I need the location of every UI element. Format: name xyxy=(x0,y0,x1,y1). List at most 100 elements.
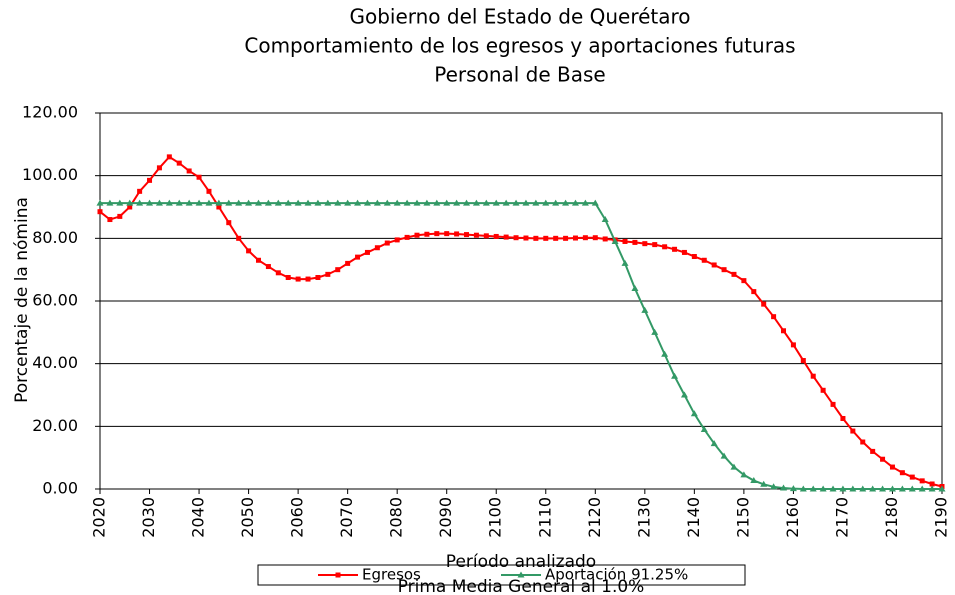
data-point xyxy=(136,199,144,206)
data-point xyxy=(710,440,718,447)
data-point xyxy=(691,254,697,260)
y-tick-label: 20.00 xyxy=(32,416,78,435)
data-point xyxy=(106,199,114,206)
data-point xyxy=(760,480,768,487)
data-point xyxy=(186,168,192,174)
data-point xyxy=(324,199,332,206)
x-tick-label: 2130 xyxy=(634,497,653,538)
data-point xyxy=(641,306,649,313)
data-point xyxy=(147,177,153,183)
data-point xyxy=(869,485,877,492)
data-point xyxy=(345,260,351,266)
data-point xyxy=(225,199,233,206)
data-point xyxy=(512,199,520,206)
data-point xyxy=(314,199,322,206)
x-tick-label: 2170 xyxy=(832,497,851,538)
data-point xyxy=(404,234,410,240)
data-point xyxy=(849,485,857,492)
data-point xyxy=(166,154,172,160)
data-point xyxy=(720,452,728,459)
data-point xyxy=(453,199,461,206)
data-point xyxy=(602,236,608,242)
data-point xyxy=(761,301,767,307)
data-point xyxy=(622,238,628,244)
data-point xyxy=(384,240,390,246)
data-point xyxy=(533,235,539,241)
data-point xyxy=(700,425,708,432)
data-point xyxy=(513,235,519,241)
data-point xyxy=(591,199,599,206)
data-point xyxy=(672,246,678,252)
data-point xyxy=(800,358,806,364)
data-point xyxy=(127,204,133,210)
y-axis-label: Porcentaje de la nómina xyxy=(12,197,32,403)
data-point xyxy=(840,416,846,421)
data-point xyxy=(206,188,212,194)
data-point xyxy=(631,284,639,291)
data-point xyxy=(483,233,489,239)
data-point xyxy=(433,199,441,206)
data-point xyxy=(226,220,232,226)
data-point xyxy=(413,199,421,206)
data-point xyxy=(305,276,311,282)
data-point xyxy=(195,199,203,206)
data-point xyxy=(552,199,560,206)
data-point xyxy=(502,199,510,206)
data-point xyxy=(246,248,252,254)
x-tick-label: 2080 xyxy=(387,497,406,538)
data-point xyxy=(839,485,847,492)
data-point xyxy=(601,216,609,223)
data-point xyxy=(473,232,479,238)
series-line xyxy=(99,155,943,488)
x-tick-label: 2190 xyxy=(932,497,951,538)
data-point xyxy=(571,199,579,206)
data-point xyxy=(393,199,401,206)
data-point xyxy=(721,267,727,273)
data-point xyxy=(176,160,182,166)
data-point xyxy=(690,410,698,417)
data-point xyxy=(335,267,341,273)
data-point xyxy=(424,231,430,237)
data-point xyxy=(532,199,540,206)
data-point xyxy=(928,485,936,492)
data-point xyxy=(472,199,480,206)
chart-subtitle: Personal de Base xyxy=(434,63,605,87)
data-point xyxy=(463,199,471,206)
data-point xyxy=(285,275,291,280)
data-point xyxy=(819,485,827,492)
x-tick-label: 2060 xyxy=(288,497,307,538)
data-point xyxy=(464,232,470,238)
data-point xyxy=(355,254,361,260)
data-point xyxy=(236,235,242,241)
data-point xyxy=(929,481,935,487)
data-point xyxy=(562,199,570,206)
data-point xyxy=(235,199,243,206)
data-point xyxy=(275,270,281,276)
data-point xyxy=(374,245,380,251)
data-point xyxy=(908,485,916,492)
data-point xyxy=(859,485,867,492)
chart-title: Gobierno del Estado de Querétaro xyxy=(349,5,690,29)
data-point xyxy=(137,188,143,194)
data-point xyxy=(830,401,836,407)
data-point xyxy=(611,237,619,244)
y-tick-label: 60.00 xyxy=(32,291,78,310)
data-point xyxy=(443,199,451,206)
x-tick-label: 2020 xyxy=(90,497,109,538)
y-tick-label: 40.00 xyxy=(32,353,78,372)
data-point xyxy=(274,199,282,206)
data-point xyxy=(730,463,738,470)
data-point xyxy=(662,244,668,250)
data-point xyxy=(434,231,440,237)
data-point xyxy=(503,234,509,240)
data-point xyxy=(642,241,648,247)
legend-box xyxy=(257,564,746,586)
x-tick-label: 2090 xyxy=(436,497,455,538)
data-point xyxy=(482,199,490,206)
x-axis-label: Período analizado xyxy=(446,552,596,572)
data-point xyxy=(284,199,292,206)
data-point xyxy=(493,233,499,239)
data-point xyxy=(215,199,223,206)
data-point xyxy=(146,199,154,206)
